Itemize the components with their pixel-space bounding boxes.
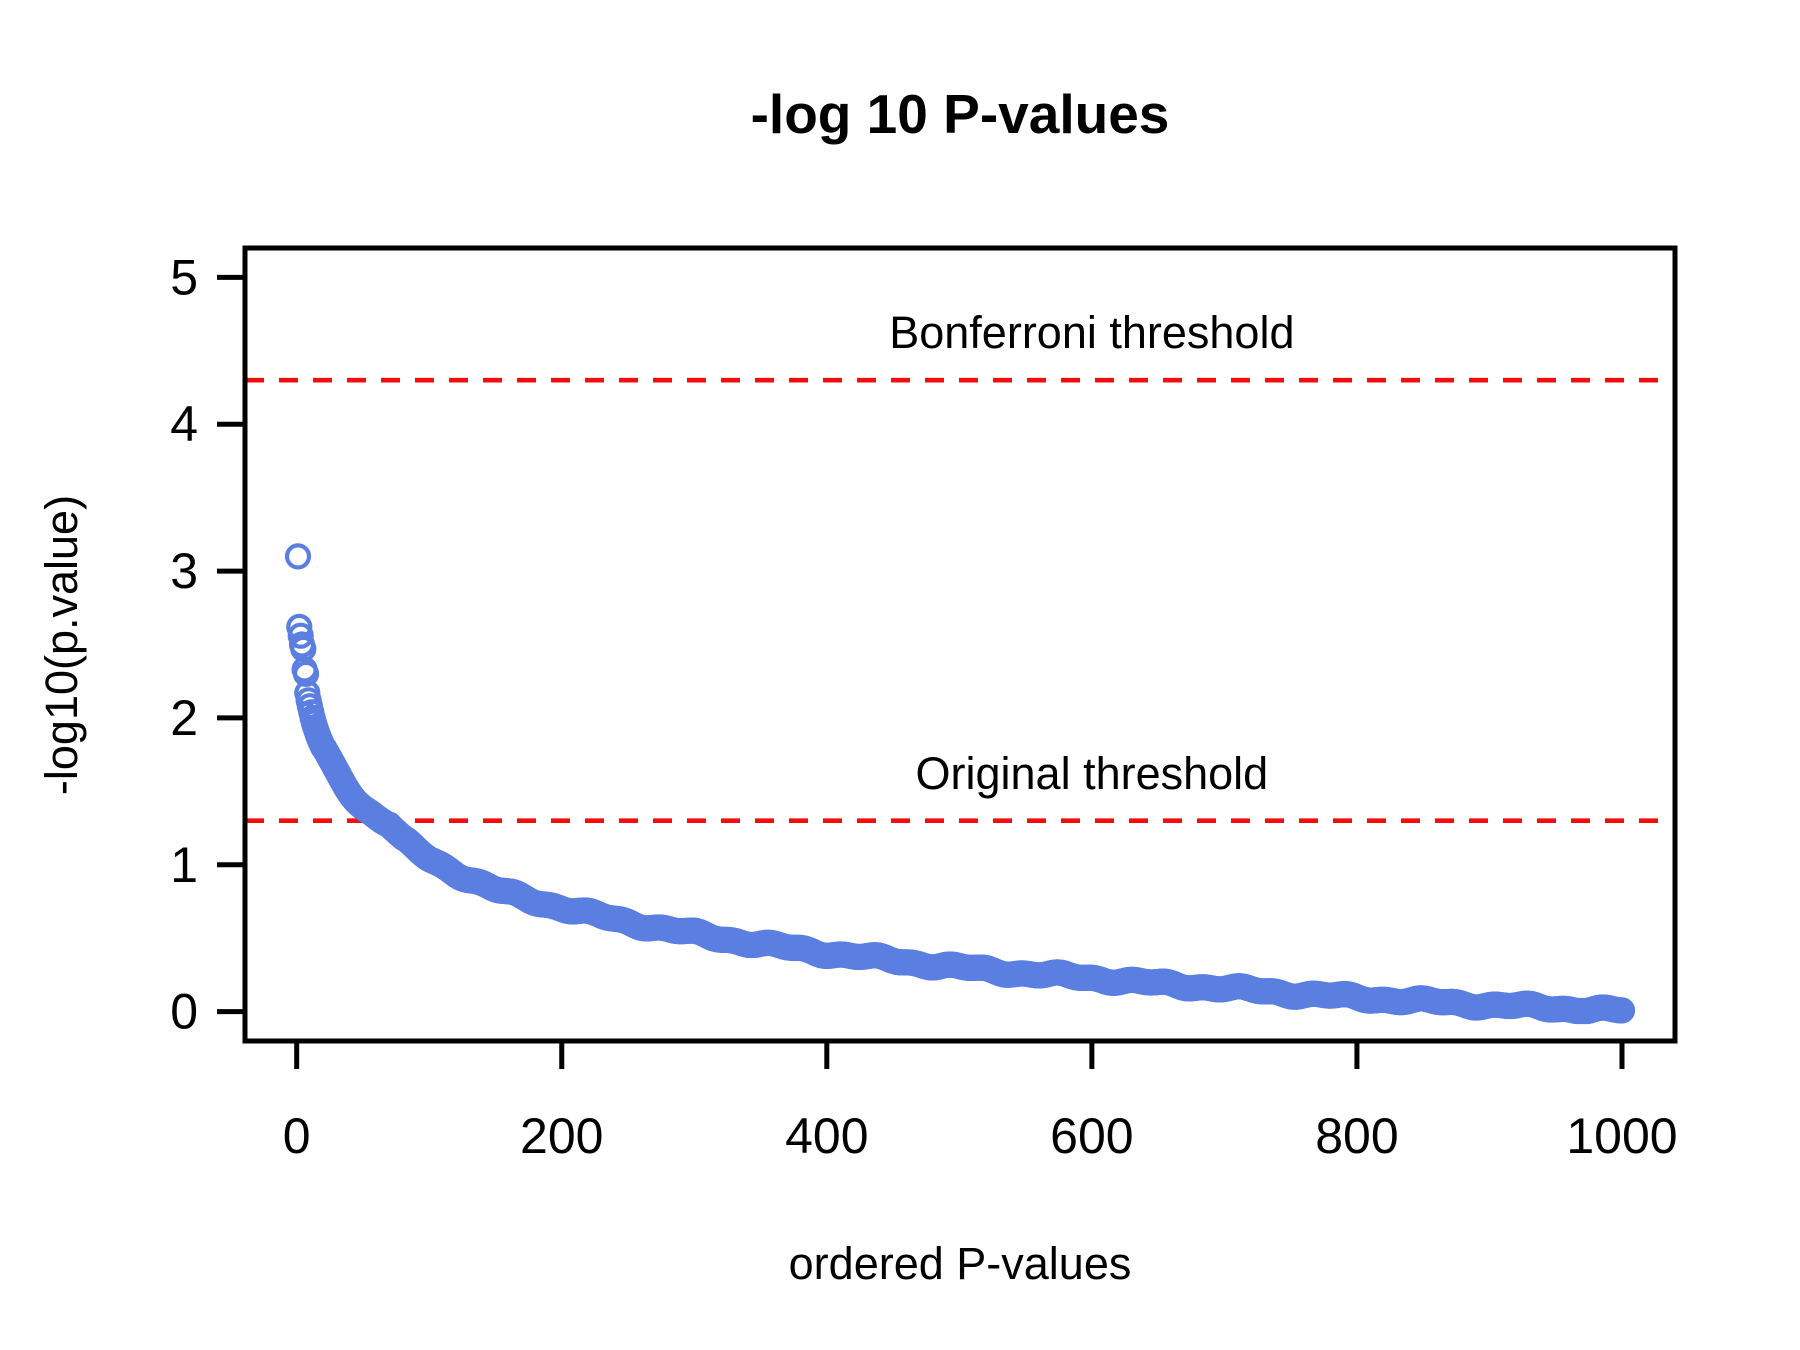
y-tick-label: 2 [170, 690, 198, 746]
x-tick-label: 200 [520, 1108, 603, 1164]
plot-box [242, 245, 1678, 1044]
x-tick-label: 600 [1050, 1108, 1133, 1164]
data-point [284, 543, 312, 570]
y-tick-label: 1 [170, 837, 198, 893]
y-tick-label: 5 [170, 249, 198, 305]
bonferroni-threshold-label: Bonferroni threshold [889, 307, 1295, 359]
x-tick-label: 0 [283, 1108, 311, 1164]
x-tick-label: 800 [1315, 1108, 1398, 1164]
x-tick-label: 1000 [1566, 1108, 1677, 1164]
y-tick-label: 3 [170, 543, 198, 599]
y-tick-label: 4 [170, 396, 198, 452]
data-point [1608, 997, 1636, 1024]
y-tick-label: 0 [170, 984, 198, 1040]
x-axis-title: ordered P-values [788, 1238, 1132, 1289]
x-tick-label: 400 [785, 1108, 868, 1164]
chart-title: -log 10 P-values [750, 83, 1170, 145]
original-threshold-label: Original threshold [915, 747, 1269, 799]
data-point [292, 660, 320, 688]
